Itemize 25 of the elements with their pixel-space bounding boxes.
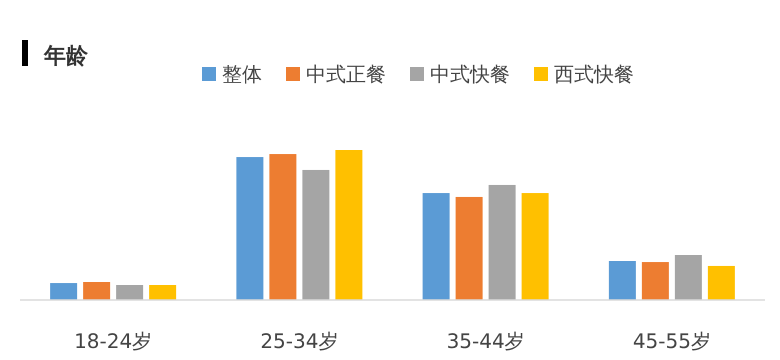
x-tick-label: 25-34岁	[260, 329, 338, 353]
bar	[456, 196, 483, 300]
bar	[83, 282, 110, 300]
legend-label: 西式快餐	[554, 62, 634, 86]
bar	[642, 262, 669, 300]
bar	[522, 193, 549, 300]
bar	[335, 150, 362, 300]
bar	[149, 285, 176, 300]
legend-label: 中式快餐	[430, 62, 510, 86]
bar	[302, 170, 330, 300]
x-tick-label: 45-55岁	[632, 329, 711, 353]
x-tick-label: 18-24岁	[74, 329, 152, 353]
bar	[116, 285, 144, 300]
bar	[608, 261, 636, 300]
legend-label: 整体	[222, 62, 262, 86]
bar	[422, 193, 450, 300]
bar	[50, 283, 78, 300]
bar	[674, 255, 702, 300]
x-tick-label: 35-44岁	[446, 329, 525, 353]
bar	[708, 266, 735, 300]
legend-label: 中式正餐	[306, 62, 386, 86]
chart-title: 年龄	[43, 44, 89, 69]
bar	[488, 184, 516, 300]
bar	[269, 154, 296, 300]
bar	[236, 157, 264, 300]
